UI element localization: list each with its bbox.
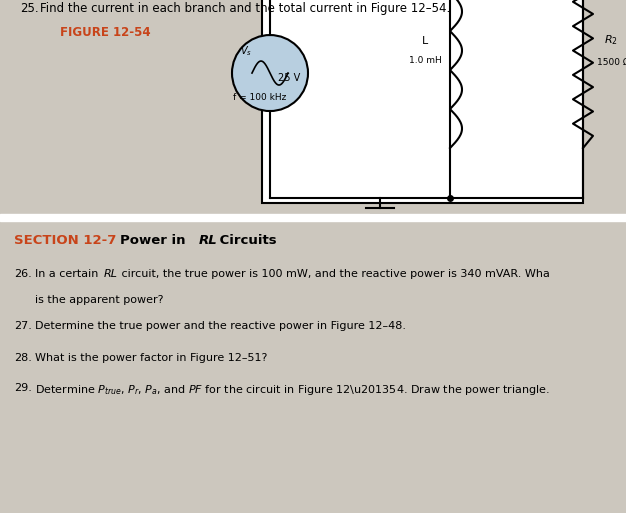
Bar: [262, 0, 583, 203]
Text: Find the current in each branch and the total current in Figure 12–54.: Find the current in each branch and the …: [40, 2, 450, 15]
Text: In a certain: In a certain: [35, 269, 102, 280]
Text: FIGURE 12-54: FIGURE 12-54: [60, 26, 151, 39]
Text: $V_s$: $V_s$: [240, 44, 252, 58]
Text: 25.: 25.: [20, 2, 39, 15]
Text: Determine the true power and the reactive power in Figure 12–48.: Determine the true power and the reactiv…: [35, 321, 406, 331]
Text: circuit, the true power is 100 mW, and the reactive power is 340 mVAR. Wha: circuit, the true power is 100 mW, and t…: [118, 269, 550, 280]
Text: RL: RL: [104, 269, 118, 280]
Text: 28.: 28.: [14, 353, 32, 363]
Text: f = 100 kHz: f = 100 kHz: [233, 92, 287, 102]
Text: 27.: 27.: [14, 321, 32, 331]
Text: Determine $P_{true}$, $P_r$, $P_a$, and $PF$ for the circuit in Figure 12\u20135: Determine $P_{true}$, $P_r$, $P_a$, and …: [35, 383, 550, 397]
Text: SECTION 12-7: SECTION 12-7: [14, 234, 116, 247]
Text: Power in: Power in: [120, 234, 190, 247]
Text: 1500 Ω: 1500 Ω: [597, 58, 626, 67]
Text: is the apparent power?: is the apparent power?: [35, 295, 163, 305]
Text: 1.0 mH: 1.0 mH: [409, 56, 441, 65]
Text: Circuits: Circuits: [215, 234, 277, 247]
Text: 29.: 29.: [14, 383, 32, 393]
Text: What is the power factor in Figure 12–51?: What is the power factor in Figure 12–51…: [35, 353, 267, 363]
Text: 26.: 26.: [14, 269, 32, 280]
Text: $R_2$: $R_2$: [604, 34, 618, 47]
Text: L: L: [422, 35, 428, 46]
Text: 25 V: 25 V: [278, 73, 300, 83]
Circle shape: [232, 35, 308, 111]
Text: RL: RL: [199, 234, 218, 247]
